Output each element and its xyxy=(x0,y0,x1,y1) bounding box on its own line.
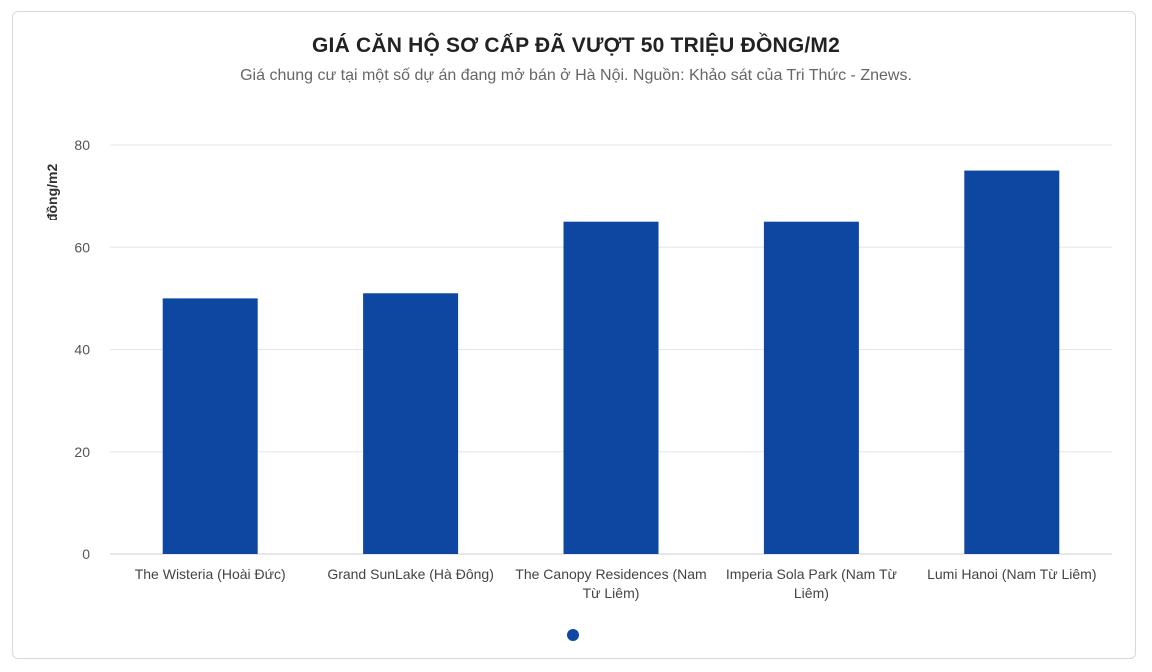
y-tick-label: 20 xyxy=(74,444,90,460)
chart-subtitle: Giá chung cư tại một số dự án đang mở bá… xyxy=(240,67,912,84)
bar[interactable] xyxy=(964,170,1060,554)
x-tick-label: Grand SunLake (Hà Đông) xyxy=(327,566,494,582)
bar[interactable] xyxy=(162,298,258,554)
x-tick-label: Từ Liêm) xyxy=(583,585,640,601)
bar[interactable] xyxy=(563,221,659,554)
x-tick-label: Lumi Hanoi (Nam Từ Liêm) xyxy=(927,566,1096,582)
y-axis-label-container: triệu đồng/m2 xyxy=(44,164,60,220)
x-tick-label: Liêm) xyxy=(794,585,829,601)
x-tick-label: Imperia Sola Park (Nam Từ xyxy=(726,566,897,582)
y-tick-label: 0 xyxy=(82,546,90,562)
bar[interactable] xyxy=(763,221,859,554)
bar[interactable] xyxy=(363,293,459,554)
y-axis-label: triệu đồng/m2 xyxy=(44,164,60,220)
chart-title: GIÁ CĂN HỘ SƠ CẤP ĐÃ VƯỢT 50 TRIỆU ĐỒNG/… xyxy=(312,34,840,57)
y-tick-label: 80 xyxy=(74,137,90,153)
y-tick-label: 60 xyxy=(74,239,90,255)
y-tick-label: 40 xyxy=(74,342,90,358)
x-tick-label: The Canopy Residences (Nam xyxy=(515,566,706,582)
x-tick-label: The Wisteria (Hoài Đức) xyxy=(135,566,286,582)
pager-dot-active[interactable] xyxy=(567,629,579,641)
